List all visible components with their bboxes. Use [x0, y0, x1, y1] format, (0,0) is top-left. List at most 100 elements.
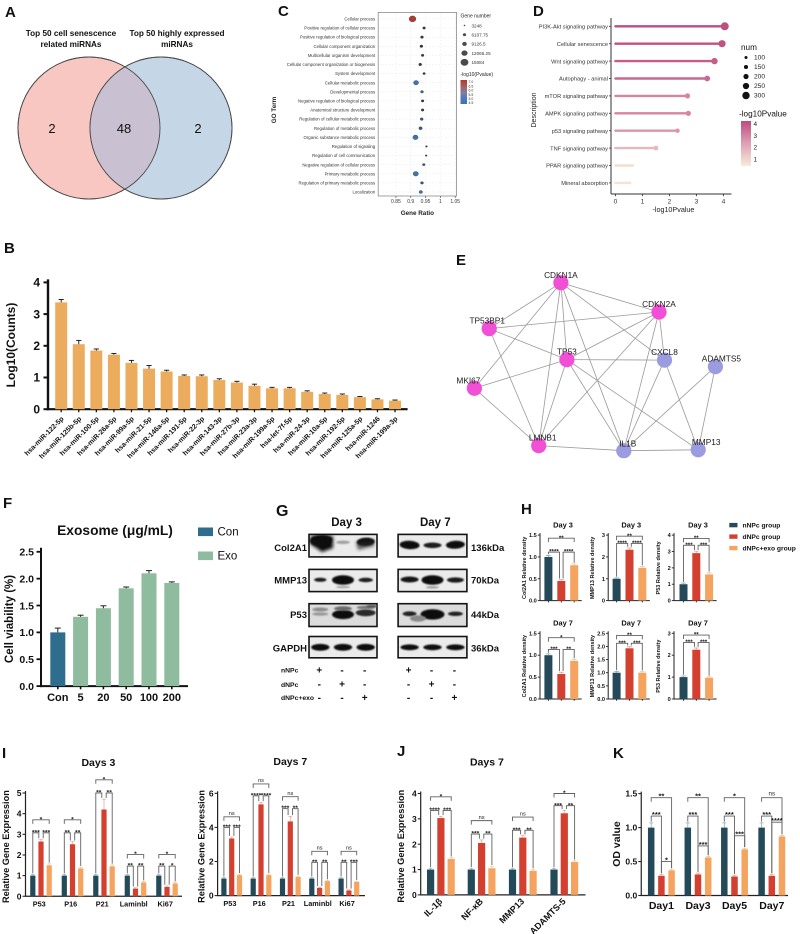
- svg-text:2: 2: [754, 145, 758, 152]
- svg-text:C: C: [278, 3, 289, 20]
- svg-text:Day 3: Day 3: [688, 521, 708, 530]
- svg-text:0: 0: [412, 890, 417, 900]
- svg-text:1.0: 1.0: [19, 627, 34, 639]
- svg-text:num: num: [741, 43, 757, 52]
- svg-text:0.95: 0.95: [421, 199, 431, 205]
- svg-text:***: ***: [619, 640, 627, 647]
- svg-text:5.5: 5.5: [469, 93, 474, 97]
- svg-text:**: **: [694, 535, 699, 542]
- svg-text:MMP13 Relative density: MMP13 Relative density: [590, 536, 596, 599]
- svg-text:36kDa: 36kDa: [471, 643, 500, 654]
- svg-text:F: F: [3, 495, 12, 512]
- svg-text:100: 100: [754, 55, 765, 62]
- svg-text:***: ***: [762, 810, 771, 819]
- svg-text:ADAMTS5: ADAMTS5: [702, 354, 742, 364]
- svg-text:D: D: [533, 3, 544, 20]
- svg-text:**: **: [485, 831, 491, 838]
- svg-text:dNPc: dNPc: [281, 682, 299, 689]
- svg-text:dNPc+exo group: dNPc+exo group: [743, 546, 796, 553]
- svg-text:*: *: [560, 634, 563, 641]
- svg-text:***: ***: [685, 639, 693, 646]
- svg-text:**: **: [694, 632, 699, 639]
- svg-text:MMP13: MMP13: [497, 896, 526, 925]
- svg-text:****: ****: [564, 549, 574, 556]
- svg-text:-: -: [363, 665, 366, 676]
- svg-text:Day 3: Day 3: [553, 521, 573, 530]
- svg-text:***: ***: [685, 542, 693, 549]
- svg-text:1.5: 1.5: [625, 789, 637, 799]
- svg-text:6.0: 6.0: [469, 89, 474, 93]
- svg-text:*: *: [166, 851, 169, 858]
- svg-text:1.05: 1.05: [450, 199, 460, 205]
- svg-text:P21: P21: [282, 899, 295, 908]
- svg-text:*: *: [40, 816, 43, 823]
- svg-text:Relative Gene Expression: Relative Gene Expression: [196, 790, 206, 903]
- svg-text:nNPc: nNPc: [281, 668, 299, 675]
- svg-text:CDKN2A: CDKN2A: [642, 299, 676, 309]
- svg-text:+: +: [429, 679, 435, 690]
- svg-text:20: 20: [97, 692, 109, 704]
- svg-text:-log10Pvalue: -log10Pvalue: [739, 110, 787, 119]
- svg-text:**: **: [627, 632, 632, 639]
- svg-text:0.5: 0.5: [597, 684, 605, 690]
- svg-text:**: **: [658, 792, 664, 801]
- svg-text:P53 Relative density: P53 Relative density: [656, 639, 662, 693]
- svg-text:Day 7: Day 7: [621, 619, 641, 628]
- svg-text:LMNB1: LMNB1: [529, 433, 557, 443]
- svg-text:1: 1: [17, 871, 22, 881]
- svg-text:**: **: [559, 535, 564, 542]
- svg-text:+: +: [339, 679, 345, 690]
- svg-text:***: ***: [699, 840, 708, 849]
- svg-text:2: 2: [668, 653, 671, 659]
- svg-text:****: ****: [617, 540, 627, 547]
- svg-text:0: 0: [17, 891, 22, 901]
- svg-text:2: 2: [412, 839, 417, 849]
- svg-text:ns: ns: [346, 845, 352, 851]
- svg-text:**: **: [568, 802, 574, 809]
- svg-text:MMP13: MMP13: [692, 437, 721, 447]
- svg-text:Day 7: Day 7: [420, 517, 451, 529]
- svg-text:0.5: 0.5: [529, 577, 537, 583]
- svg-text:136kDa: 136kDa: [471, 543, 505, 554]
- svg-text:GO Term: GO Term: [271, 96, 278, 123]
- svg-text:2: 2: [17, 850, 22, 860]
- svg-text:***: ***: [735, 830, 744, 839]
- svg-text:3: 3: [602, 533, 605, 539]
- svg-text:Organic substance metabolic pr: Organic substance metabolic process: [304, 135, 376, 140]
- svg-text:E: E: [456, 252, 466, 269]
- svg-text:Exo: Exo: [218, 551, 238, 563]
- svg-text:***: ***: [700, 639, 708, 646]
- svg-text:CDKN1A: CDKN1A: [544, 270, 578, 280]
- svg-text:4.5: 4.5: [469, 101, 474, 105]
- svg-text:-: -: [430, 665, 433, 676]
- svg-text:B: B: [4, 240, 15, 257]
- svg-text:1.5: 1.5: [19, 600, 34, 612]
- svg-text:GAPDH: GAPDH: [273, 643, 307, 654]
- svg-text:-: -: [340, 693, 343, 704]
- svg-text:**: **: [627, 533, 632, 540]
- svg-text:3: 3: [17, 829, 22, 839]
- svg-text:Relative Gene Expression: Relative Gene Expression: [396, 789, 406, 902]
- svg-text:0.85: 0.85: [391, 199, 401, 205]
- svg-text:Exosome (μg/mL): Exosome (μg/mL): [57, 523, 173, 538]
- svg-text:J: J: [397, 743, 405, 760]
- svg-text:4: 4: [17, 809, 22, 819]
- svg-text:1.5: 1.5: [529, 631, 537, 637]
- svg-text:-: -: [318, 679, 321, 690]
- svg-text:-: -: [453, 665, 456, 676]
- svg-text:Multicellular organism develop: Multicellular organism development: [308, 53, 376, 58]
- svg-text:CXCL8: CXCL8: [651, 347, 678, 357]
- svg-text:3: 3: [668, 550, 671, 556]
- svg-text:2: 2: [48, 121, 55, 136]
- svg-text:0.0: 0.0: [529, 599, 537, 605]
- svg-text:1.0: 1.0: [529, 555, 537, 561]
- svg-text:ns: ns: [258, 778, 264, 784]
- svg-text:**: **: [65, 829, 71, 836]
- svg-text:K: K: [613, 745, 624, 762]
- svg-text:4: 4: [668, 533, 672, 539]
- svg-text:***: ***: [554, 802, 562, 809]
- svg-text:***: ***: [700, 542, 708, 549]
- svg-text:1.5: 1.5: [597, 658, 605, 664]
- svg-text:-: -: [430, 693, 433, 704]
- svg-text:*: *: [665, 856, 668, 865]
